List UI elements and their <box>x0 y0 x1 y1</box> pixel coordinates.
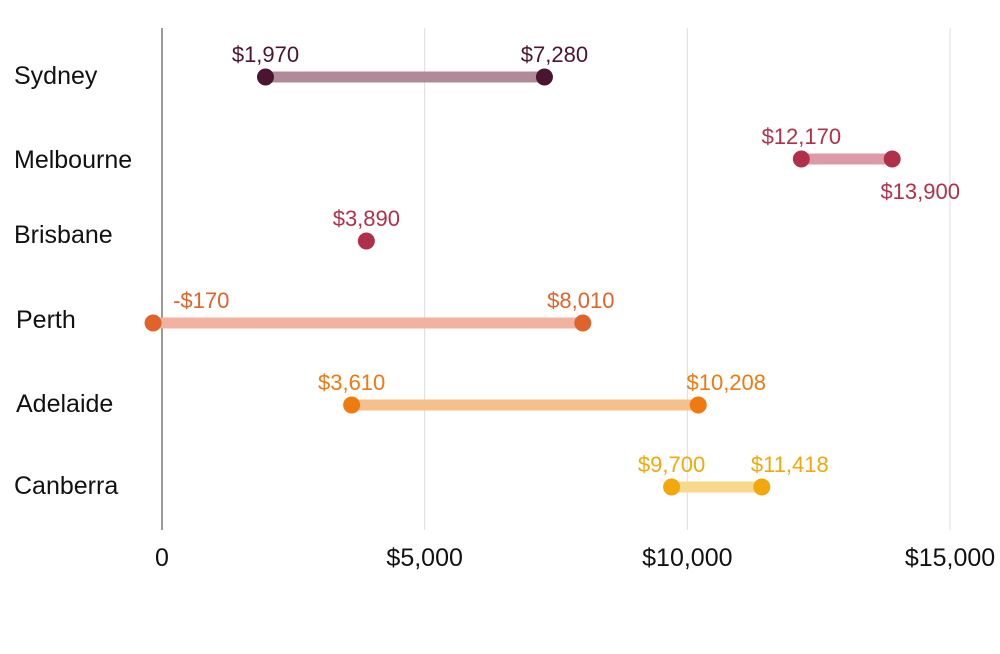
end-point <box>883 150 901 168</box>
category-label: Brisbane <box>14 221 113 249</box>
start-point <box>663 478 681 496</box>
category-label: Canberra <box>14 472 118 500</box>
category-label: Perth <box>16 306 76 334</box>
x-tick-label: $10,000 <box>642 544 732 572</box>
x-tick-label: $5,000 <box>386 544 462 572</box>
end-value-label: $11,418 <box>751 452 829 477</box>
start-value-label: $9,700 <box>638 452 705 477</box>
end-value-label: $10,208 <box>686 370 766 395</box>
end-point <box>689 396 707 414</box>
start-point <box>144 314 162 332</box>
end-value-label: $8,010 <box>547 288 614 313</box>
start-point <box>792 150 810 168</box>
end-point <box>535 68 553 86</box>
start-value-label: $3,890 <box>333 206 400 231</box>
category-label: Adelaide <box>16 390 113 418</box>
x-axis: 0 $5,000 $10,000 $15,000 <box>155 544 995 572</box>
end-point <box>574 314 592 332</box>
gridlines <box>161 28 951 530</box>
data-marks: $1,970 $7,280 $12,170 $13,900 $3,890 -$170 $8,… <box>144 42 960 496</box>
start-value-label: -$170 <box>173 288 229 313</box>
start-point <box>357 232 375 250</box>
x-tick-label: $15,000 <box>905 544 995 572</box>
start-value-label: $3,610 <box>318 370 385 395</box>
x-tick-label: 0 <box>155 544 169 572</box>
end-point <box>753 478 771 496</box>
end-value-label: $13,900 <box>880 179 960 204</box>
start-point <box>343 396 361 414</box>
end-value-label: $7,280 <box>521 42 588 67</box>
start-value-label: $12,170 <box>762 124 842 149</box>
category-label: Sydney <box>14 62 98 90</box>
start-value-label: $1,970 <box>232 42 299 67</box>
category-labels: Sydney Melbourne Brisbane Perth Adelaide Canb… <box>14 62 132 500</box>
start-point <box>256 68 274 86</box>
category-label: Melbourne <box>14 146 132 174</box>
